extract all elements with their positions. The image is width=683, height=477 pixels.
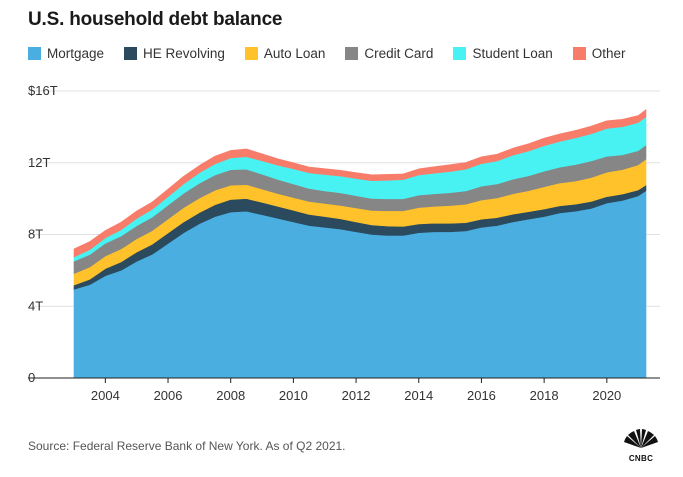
legend-label: HE Revolving (143, 46, 225, 61)
legend-item-credit-card: Credit Card (345, 46, 433, 61)
legend-swatch (124, 47, 138, 60)
x-tick-label: 2006 (154, 388, 183, 403)
area-other (73, 109, 647, 258)
logo-text: CNBC (628, 454, 654, 463)
legend-item-student-loan: Student Loan (453, 46, 553, 61)
legend: Mortgage HE Revolving Auto Loan Credit Card… (28, 46, 646, 61)
legend-swatch (28, 47, 41, 60)
legend-item-mortgage: Mortgage (28, 46, 104, 61)
peacock-icon (624, 429, 658, 448)
legend-item-auto-loan: Auto Loan (244, 46, 326, 61)
legend-swatch (244, 47, 258, 60)
legend-label: Student Loan (472, 46, 553, 61)
legend-swatch (345, 47, 359, 60)
legend-swatch (453, 47, 467, 60)
cnbc-logo: CNBC (619, 425, 663, 463)
legend-label: Mortgage (47, 46, 105, 61)
legend-label: Other (591, 46, 626, 61)
x-tick-label: 2014 (404, 388, 433, 403)
y-tick-label: 8T (28, 227, 43, 242)
y-tick-label: 12T (28, 155, 50, 170)
x-tick-label: 2020 (592, 388, 621, 403)
chart-title: U.S. household debt balance (28, 9, 283, 30)
y-tick-label: 4T (28, 298, 43, 313)
legend-item-he-revolving: HE Revolving (124, 46, 225, 61)
legend-label: Auto Loan (263, 46, 326, 61)
source-note: Source: Federal Reserve Bank of New York… (28, 439, 346, 453)
x-tick-label: 2016 (467, 388, 496, 403)
x-tick-label: 2018 (530, 388, 559, 403)
legend-label: Credit Card (364, 46, 434, 61)
x-tick-label: 2012 (342, 388, 371, 403)
x-tick-label: 2008 (216, 388, 245, 403)
x-tick-label: 2004 (91, 388, 120, 403)
x-tick-label: 2010 (279, 388, 308, 403)
legend-item-other: Other (572, 46, 626, 61)
y-tick-label: $16T (28, 83, 58, 98)
legend-swatch (572, 47, 586, 60)
